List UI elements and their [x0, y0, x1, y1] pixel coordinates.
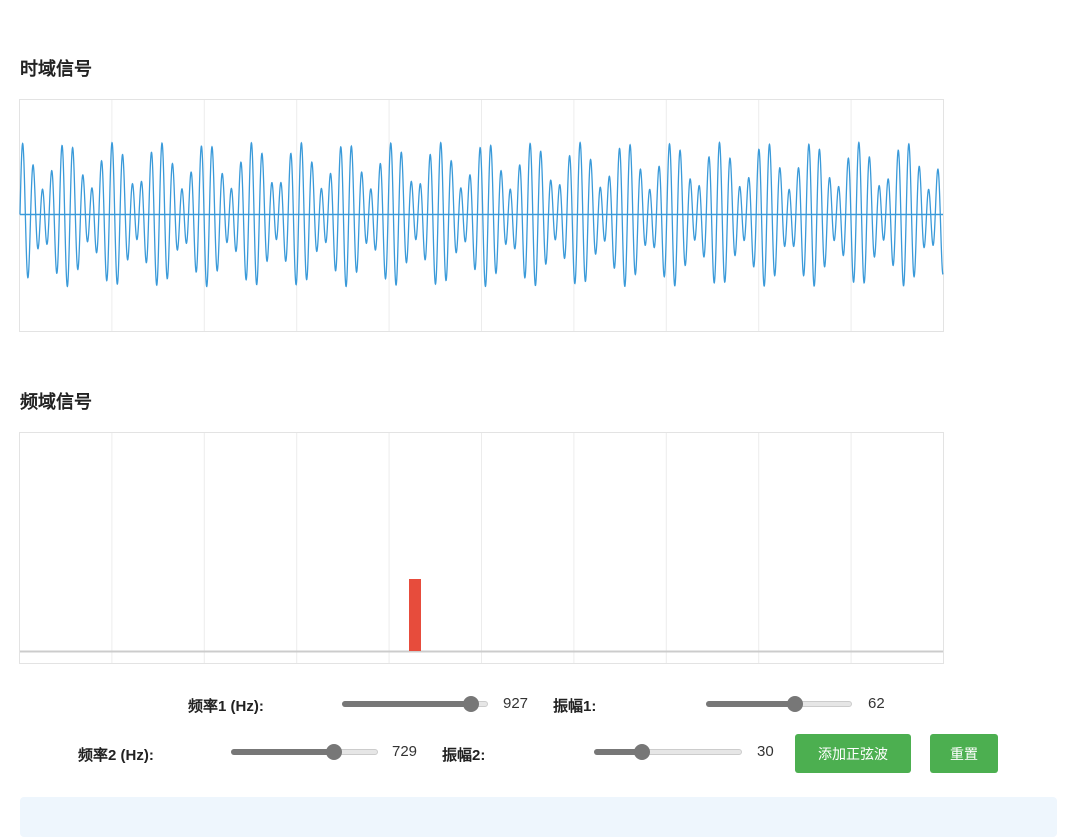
section-title: 时域信号: [20, 59, 92, 79]
spectrum-peak: [409, 579, 421, 651]
info-panel: [20, 797, 1057, 837]
control-value: 30: [757, 743, 774, 760]
slider-thumb[interactable]: [633, 744, 650, 760]
control-value: 927: [503, 695, 529, 712]
time-chart: [19, 99, 944, 332]
add-button[interactable]: 添加正弦波: [795, 734, 911, 773]
slider-fill: [706, 701, 795, 707]
control-label: 频率1 (Hz):: [188, 698, 264, 715]
slider-fill: [342, 701, 471, 707]
control-label: 振幅1:: [553, 698, 597, 715]
slider-fill: [594, 749, 642, 755]
slider-thumb[interactable]: [786, 696, 803, 712]
control-label: 振幅2:: [442, 747, 486, 764]
slider[interactable]: [342, 696, 488, 712]
slider-fill: [231, 749, 335, 755]
section-title: 频域信号: [20, 392, 92, 412]
slider-thumb[interactable]: [462, 696, 479, 712]
freq-chart: [19, 432, 944, 664]
control-value: 62: [868, 695, 885, 712]
reset-button[interactable]: 重置: [930, 734, 998, 773]
slider[interactable]: [706, 696, 852, 712]
slider[interactable]: [594, 744, 742, 760]
waveform: [19, 141, 944, 288]
control-value: 729: [392, 743, 418, 760]
slider[interactable]: [231, 744, 378, 760]
slider-thumb[interactable]: [326, 744, 343, 760]
control-label: 频率2 (Hz):: [78, 747, 154, 764]
